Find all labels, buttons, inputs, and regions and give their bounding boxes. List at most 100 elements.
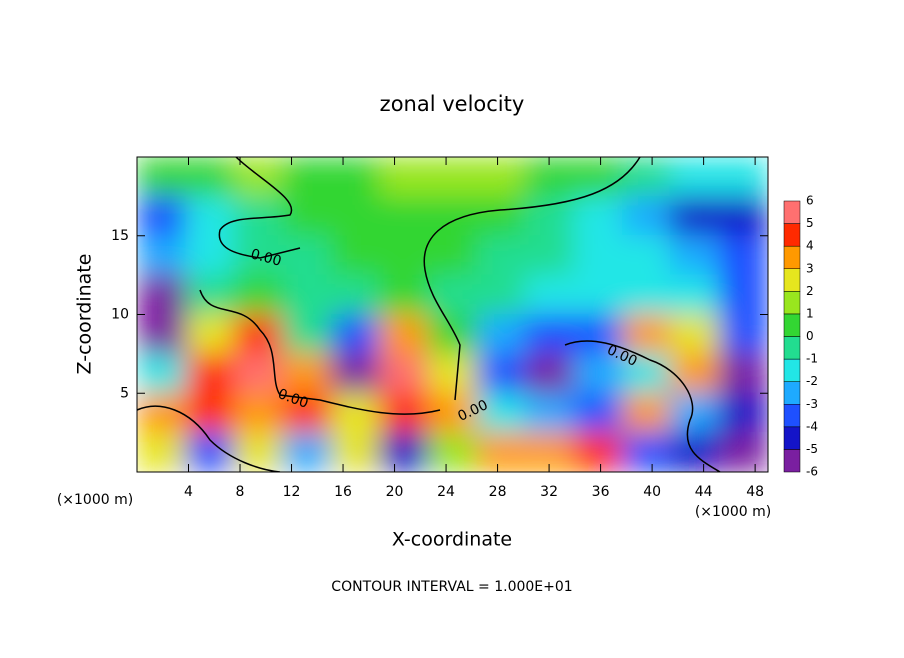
cell (378, 195, 429, 237)
cell (524, 195, 574, 237)
cell (282, 235, 332, 276)
cell (476, 314, 527, 355)
cell (282, 314, 332, 355)
cell (185, 157, 236, 197)
y-tick-label: 15 (111, 228, 129, 244)
colorbar-label: -4 (806, 419, 818, 433)
x-unit: (×1000 m) (695, 504, 771, 520)
cell (331, 274, 381, 315)
x-tick-label: 28 (489, 484, 507, 500)
cell (378, 274, 429, 315)
colorbar-swatch (783, 358, 801, 382)
cell (331, 353, 381, 394)
cell (476, 195, 527, 237)
colorbar-label: -2 (806, 374, 818, 388)
cell (282, 195, 332, 237)
cell (622, 353, 672, 394)
cell (622, 314, 672, 355)
cell (185, 235, 236, 276)
cell (573, 235, 623, 276)
colorbar-label: 0 (806, 329, 814, 343)
cell (669, 157, 720, 197)
x-tick-label: 8 (236, 484, 245, 500)
cell (233, 314, 283, 355)
cell (524, 235, 574, 276)
x-tick-label: 16 (334, 484, 352, 500)
cell (427, 432, 478, 472)
cell (718, 274, 768, 315)
cell (137, 235, 187, 276)
cell (137, 353, 187, 394)
cell (573, 432, 623, 472)
cell (669, 195, 720, 237)
contour-line (564, 340, 721, 472)
cell (622, 235, 672, 276)
cell (718, 432, 768, 472)
cell (331, 235, 381, 276)
cell (476, 432, 527, 472)
cell (718, 392, 768, 434)
cell (573, 157, 623, 197)
field (137, 157, 768, 472)
colorbar-swatch (783, 245, 801, 270)
cells (137, 157, 768, 472)
y-tick-label: 10 (111, 307, 129, 323)
cell (331, 432, 381, 472)
x-tick-label: 4 (184, 484, 193, 500)
colorbar-label: 5 (806, 216, 814, 230)
contour-label: 0.00 (249, 246, 283, 270)
cell (427, 392, 478, 434)
cell (622, 157, 672, 197)
x-unit: (×1000 m) (57, 492, 133, 508)
colorbar-swatch (783, 336, 801, 360)
cell (282, 353, 332, 394)
cell (476, 353, 527, 394)
contour-line (423, 157, 641, 401)
colorbar-label: 1 (806, 306, 814, 320)
cell (669, 314, 720, 355)
contour-line (137, 405, 281, 472)
contour-line (199, 289, 441, 415)
colorbar-label: -5 (806, 442, 818, 456)
colorbar-swatch (783, 426, 801, 450)
cell (622, 274, 672, 315)
cell (185, 392, 236, 434)
cell (233, 432, 283, 472)
cell (378, 314, 429, 355)
cell (137, 314, 187, 355)
x-tick-label: 32 (540, 484, 558, 500)
cell (718, 235, 768, 276)
cell (622, 432, 672, 472)
cell (185, 195, 236, 237)
cell (427, 353, 478, 394)
cell (137, 392, 187, 434)
cell (573, 314, 623, 355)
colorbar-swatch (783, 268, 801, 292)
cell (137, 195, 187, 237)
cell (427, 314, 478, 355)
cell (524, 274, 574, 315)
colorbar-swatch (783, 200, 801, 224)
cell (524, 353, 574, 394)
x-tick-label: 12 (283, 484, 301, 500)
x-tick-label: 20 (386, 484, 404, 500)
cell (718, 195, 768, 237)
x-tick-label: 40 (643, 484, 661, 500)
cell (233, 392, 283, 434)
footer: CONTOUR INTERVAL = 1.000E+01 (331, 579, 572, 595)
colorbar-label: 4 (806, 239, 814, 253)
cell (331, 392, 381, 434)
cell (282, 432, 332, 472)
colorbar-swatch (783, 313, 801, 337)
cell (573, 392, 623, 434)
cell (573, 195, 623, 237)
cell (185, 274, 236, 315)
cell (185, 432, 236, 472)
contour-line (218, 157, 301, 259)
cell (137, 157, 187, 197)
colorbar-swatch (783, 223, 801, 247)
colorbar-label: 2 (806, 284, 814, 298)
colorbar-label: -3 (806, 397, 818, 411)
colorbar-label: -6 (806, 465, 818, 479)
cell (427, 274, 478, 315)
